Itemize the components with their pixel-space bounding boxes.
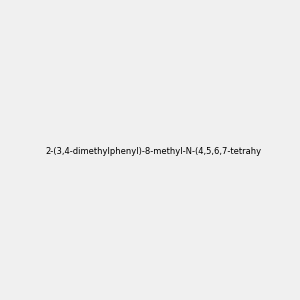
Text: 2-(3,4-dimethylphenyl)-8-methyl-N-(4,5,6,7-tetrahy: 2-(3,4-dimethylphenyl)-8-methyl-N-(4,5,6…: [46, 147, 262, 156]
